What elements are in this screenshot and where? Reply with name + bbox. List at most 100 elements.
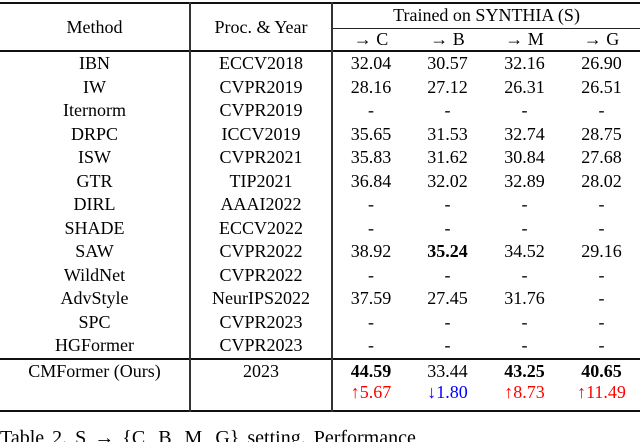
value-cell: 31.53	[427, 123, 468, 144]
value-cell: -	[368, 335, 374, 356]
subcolumn-header: → G	[583, 29, 620, 49]
table-caption: Table 2. S → {C, B, M, G} setting. Perfo…	[0, 427, 416, 442]
proc-year-cell: ECCV2022	[190, 216, 333, 241]
value-cell: 26.90	[581, 53, 622, 74]
value-cell: -	[444, 311, 451, 332]
method-cell: ISW	[0, 146, 191, 170]
value-cell: 27.68	[581, 147, 622, 168]
value-cell: -	[444, 264, 451, 285]
value-cell: 35.24	[427, 241, 468, 262]
value-cell: -	[444, 217, 451, 238]
ours-value: 43.25	[504, 360, 545, 381]
value-cell: -	[598, 100, 605, 121]
method-cell: IW	[0, 75, 191, 100]
table-row: SPC CVPR2023 - - - -	[0, 310, 640, 335]
value-cell: -	[598, 264, 605, 285]
value-cell: 40.65 ↑11.49	[563, 359, 640, 411]
value-cell: -	[598, 335, 605, 356]
table-row: DIRL AAAI2022 - - - -	[0, 193, 640, 217]
method-cell: DIRL	[0, 193, 191, 217]
table-row: SAW CVPR2022 38.92 35.24 34.52 29.16	[0, 240, 640, 264]
subcolumn-header-row: → C → B → M → G	[0, 29, 640, 52]
table-row: HGFormer CVPR2023 - - - -	[0, 334, 640, 359]
proc-year-cell: CVPR2019	[190, 99, 333, 123]
proc-year-cell: 2023	[190, 358, 333, 411]
value-cell: -	[368, 100, 374, 121]
value-cell: 38.92	[350, 241, 392, 262]
table-header: Method Proc. & Year Trained on SYNTHIA (…	[0, 3, 640, 52]
method-cell: SHADE	[0, 216, 191, 241]
value-cell: -	[521, 217, 528, 238]
ours-value: 44.59	[350, 360, 392, 381]
value-cell: -	[368, 264, 374, 285]
value-cell: -	[521, 100, 528, 121]
ours-row: CMFormer (Ours) 2023 44.59 ↑5.67 33.44 ↓1.80 4…	[0, 358, 640, 411]
value-cell: 43.25 ↑8.73	[486, 359, 563, 411]
results-table: Method Proc. & Year Trained on SYNTHIA (…	[0, 2, 640, 412]
value-cell: 32.04	[350, 53, 392, 74]
subcolumn-header: → M	[505, 29, 544, 49]
method-cell: IBN	[0, 51, 191, 76]
ours-value: 40.65	[581, 360, 622, 381]
proc-year-cell: CVPR2023	[190, 310, 333, 335]
method-cell: SAW	[0, 240, 191, 264]
value-cell: 27.45	[427, 288, 468, 309]
column-group-header: Trained on SYNTHIA (S)	[332, 3, 640, 29]
value-cell: 28.02	[581, 170, 622, 191]
method-cell: SPC	[0, 310, 191, 335]
value-cell: -	[521, 335, 528, 356]
proc-year-cell: CVPR2019	[190, 75, 333, 100]
subcolumn-header: → C	[353, 29, 389, 49]
value-cell: 26.31	[504, 76, 545, 97]
value-cell: 27.12	[427, 76, 468, 97]
value-cell: -	[368, 194, 374, 215]
value-cell: 35.83	[350, 147, 392, 168]
table-row: IW CVPR2019 28.16 27.12 26.31 26.51	[0, 75, 640, 100]
ours-value: 33.44	[427, 360, 468, 381]
table-row: GTR TIP2021 36.84 32.02 32.89 28.02	[0, 169, 640, 194]
value-cell: 29.16	[581, 241, 622, 262]
method-cell: CMFormer (Ours)	[0, 358, 191, 411]
value-cell: 34.52	[504, 241, 545, 262]
method-cell: DRPC	[0, 122, 191, 147]
proc-year-cell: AAAI2022	[190, 193, 333, 217]
delta-down: ↓1.80	[427, 381, 468, 402]
proc-year-cell: ECCV2018	[190, 51, 333, 76]
column-header-method: Method	[0, 3, 191, 52]
proc-year-cell: TIP2021	[190, 169, 333, 194]
proc-year-cell: CVPR2023	[190, 334, 333, 359]
value-cell: 30.84	[504, 147, 545, 168]
value-cell: -	[521, 264, 528, 285]
proc-year-cell: CVPR2022	[190, 240, 333, 264]
value-cell: 32.16	[504, 53, 545, 74]
value-cell: 32.02	[427, 170, 468, 191]
table-row: AdvStyle NeurIPS2022 37.59 27.45 31.76 -	[0, 287, 640, 311]
value-cell: -	[368, 311, 374, 332]
value-cell: 26.51	[581, 76, 622, 97]
value-cell: -	[368, 217, 374, 238]
table-row: ISW CVPR2021 35.83 31.62 30.84 27.68	[0, 146, 640, 170]
value-cell: 30.57	[427, 53, 468, 74]
value-cell: -	[444, 194, 451, 215]
table-row: WildNet CVPR2022 - - - -	[0, 263, 640, 288]
table-row: Iternorm CVPR2019 - - - -	[0, 99, 640, 123]
value-cell: -	[598, 194, 605, 215]
delta-up: ↑5.67	[350, 381, 392, 402]
value-cell: 28.16	[350, 76, 392, 97]
method-cell: GTR	[0, 169, 191, 194]
subcolumn-header: → B	[430, 29, 465, 49]
value-cell: 28.75	[581, 123, 622, 144]
method-cell: AdvStyle	[0, 287, 191, 311]
value-cell: -	[598, 217, 605, 238]
value-cell: 36.84	[350, 170, 392, 191]
value-cell: 31.62	[427, 147, 468, 168]
method-cell: HGFormer	[0, 334, 191, 359]
value-cell: -	[444, 100, 451, 121]
value-cell: 35.65	[350, 123, 392, 144]
value-cell: 37.59	[350, 288, 392, 309]
value-cell: -	[444, 335, 451, 356]
value-cell: 44.59 ↑5.67	[332, 359, 409, 411]
value-cell: 32.74	[504, 123, 545, 144]
value-cell: 33.44 ↓1.80	[409, 359, 486, 411]
